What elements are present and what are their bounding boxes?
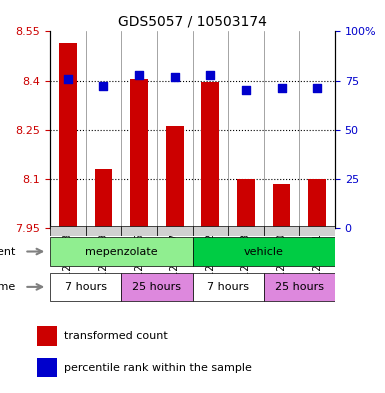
FancyBboxPatch shape	[300, 226, 335, 236]
Text: 25 hours: 25 hours	[275, 282, 324, 292]
Text: time: time	[0, 282, 16, 292]
Bar	[166, 127, 184, 228]
Bar	[130, 79, 148, 228]
Bar	[37, 326, 57, 346]
FancyBboxPatch shape	[50, 273, 121, 301]
FancyBboxPatch shape	[157, 226, 192, 236]
Text: 25 hours: 25 hours	[132, 282, 181, 292]
Bar	[273, 184, 290, 228]
Point	[314, 85, 320, 92]
Text: 7 hours: 7 hours	[207, 282, 249, 292]
Point	[100, 83, 107, 90]
FancyBboxPatch shape	[50, 237, 192, 266]
FancyBboxPatch shape	[192, 226, 228, 236]
Bar	[95, 169, 112, 228]
Bar	[37, 358, 57, 377]
Text: percentile rank within the sample: percentile rank within the sample	[64, 363, 252, 373]
FancyBboxPatch shape	[121, 226, 157, 236]
Text: agent: agent	[0, 246, 16, 257]
Text: mepenzolate: mepenzolate	[85, 246, 157, 257]
Point	[172, 73, 178, 80]
Bar	[59, 43, 77, 228]
FancyBboxPatch shape	[192, 237, 335, 266]
Bar	[237, 179, 255, 228]
Bar	[308, 179, 326, 228]
Text: vehicle: vehicle	[244, 246, 284, 257]
Text: transformed count: transformed count	[64, 331, 168, 342]
FancyBboxPatch shape	[264, 226, 300, 236]
Point	[207, 72, 213, 78]
Point	[136, 72, 142, 78]
FancyBboxPatch shape	[192, 273, 264, 301]
FancyBboxPatch shape	[50, 226, 85, 236]
Bar	[201, 82, 219, 228]
FancyBboxPatch shape	[121, 273, 192, 301]
FancyBboxPatch shape	[228, 226, 264, 236]
Point	[278, 85, 285, 92]
FancyBboxPatch shape	[85, 226, 121, 236]
Point	[243, 87, 249, 94]
FancyBboxPatch shape	[264, 273, 335, 301]
Point	[65, 75, 71, 82]
Text: 7 hours: 7 hours	[65, 282, 107, 292]
Title: GDS5057 / 10503174: GDS5057 / 10503174	[118, 15, 267, 29]
